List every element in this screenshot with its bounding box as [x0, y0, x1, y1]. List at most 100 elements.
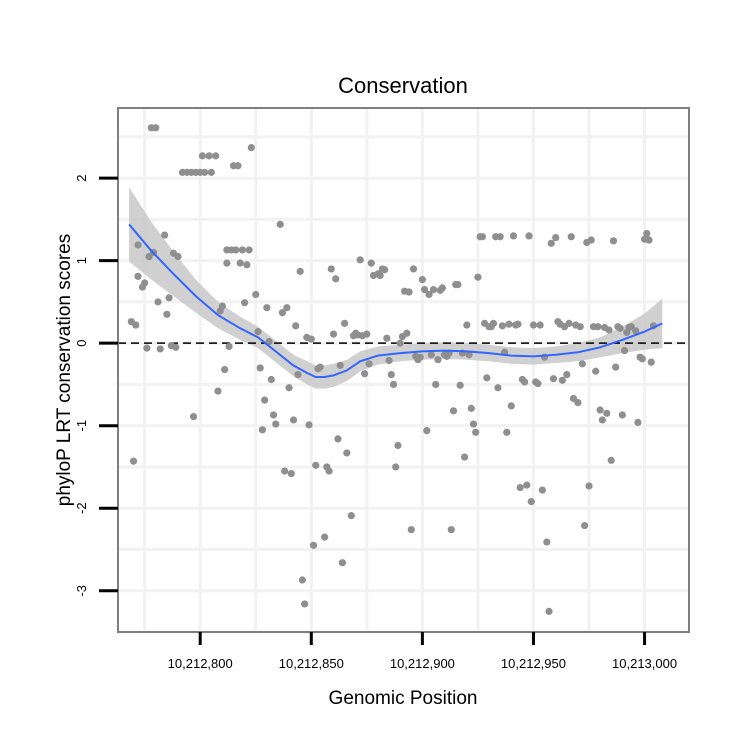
data-point — [396, 339, 404, 347]
x-tick-label: 10,212,950 — [501, 656, 566, 671]
data-point — [265, 337, 273, 346]
data-point — [285, 384, 293, 392]
y-tick-label: -1 — [74, 420, 89, 432]
data-point — [427, 351, 435, 359]
data-point — [509, 232, 518, 240]
data-point — [503, 428, 511, 436]
data-point — [172, 343, 180, 351]
data-point — [381, 266, 389, 274]
data-point — [341, 319, 349, 327]
data-point — [152, 124, 160, 132]
data-point — [385, 356, 393, 365]
data-point — [467, 404, 475, 412]
data-point — [245, 246, 253, 254]
data-point — [129, 457, 138, 465]
data-point — [460, 453, 469, 461]
data-point — [232, 246, 240, 254]
data-point — [312, 461, 320, 469]
data-points — [127, 124, 658, 615]
data-point — [474, 273, 482, 281]
data-point — [134, 241, 142, 249]
data-point — [549, 375, 558, 383]
data-point — [392, 463, 400, 471]
data-point — [483, 374, 491, 382]
data-point — [289, 416, 298, 424]
data-point — [538, 486, 546, 494]
data-point — [287, 469, 295, 478]
data-point — [296, 267, 304, 275]
data-point — [632, 327, 640, 335]
data-point — [469, 420, 478, 428]
data-point — [558, 376, 566, 384]
data-point — [407, 526, 415, 534]
data-point — [305, 421, 313, 429]
data-point — [292, 322, 300, 330]
data-point — [307, 335, 315, 343]
data-point — [536, 321, 544, 329]
data-point — [552, 233, 560, 242]
data-point — [592, 367, 600, 375]
data-point — [325, 467, 333, 475]
data-point — [309, 541, 318, 549]
y-axis: -3 -2 -1 0 1 2 — [74, 175, 118, 597]
data-point — [587, 236, 595, 244]
x-tick-label: 10,212,900 — [390, 656, 455, 671]
data-point — [332, 275, 340, 283]
x-tick-label: 10,212,850 — [279, 656, 344, 671]
data-point — [365, 360, 373, 368]
y-tick-label: 2 — [74, 175, 89, 182]
data-point — [425, 290, 433, 299]
x-tick-label: 10,213,000 — [612, 656, 677, 671]
data-point — [594, 323, 602, 331]
data-point — [516, 483, 524, 492]
data-point — [547, 239, 555, 247]
data-point — [165, 294, 173, 302]
data-point — [387, 370, 395, 379]
data-point — [225, 342, 233, 351]
data-point — [214, 387, 222, 395]
data-point — [269, 411, 278, 419]
data-point — [496, 233, 504, 241]
y-tick-label: -2 — [74, 502, 89, 514]
data-point — [618, 411, 626, 419]
data-point — [429, 285, 438, 294]
data-point — [447, 526, 455, 534]
data-point — [403, 329, 411, 337]
data-point — [463, 321, 471, 329]
data-point — [634, 418, 642, 426]
data-point — [465, 351, 473, 359]
data-point — [207, 168, 215, 176]
data-point — [256, 364, 264, 372]
data-point — [620, 347, 629, 355]
data-point — [263, 304, 271, 312]
data-point — [154, 298, 162, 306]
data-point — [494, 384, 502, 392]
data-point — [405, 288, 413, 296]
data-point — [567, 233, 575, 241]
data-point — [161, 231, 169, 239]
data-point — [198, 152, 207, 160]
data-point — [607, 456, 615, 464]
data-point — [576, 323, 584, 331]
data-point — [638, 355, 646, 363]
data-point — [489, 319, 498, 327]
confidence-band — [129, 187, 663, 389]
data-point — [218, 302, 227, 310]
data-point — [338, 559, 347, 567]
data-point — [438, 284, 446, 292]
data-point — [316, 363, 324, 371]
data-point — [267, 375, 275, 384]
data-point — [421, 285, 429, 294]
data-point — [236, 259, 244, 267]
data-point — [223, 259, 231, 267]
data-point — [156, 345, 164, 353]
data-point — [616, 324, 624, 332]
data-point — [603, 409, 611, 417]
data-point — [394, 441, 402, 450]
data-point — [505, 320, 513, 328]
data-point — [609, 237, 618, 245]
data-point — [520, 378, 529, 386]
data-point — [329, 330, 338, 338]
data-point — [498, 322, 506, 330]
